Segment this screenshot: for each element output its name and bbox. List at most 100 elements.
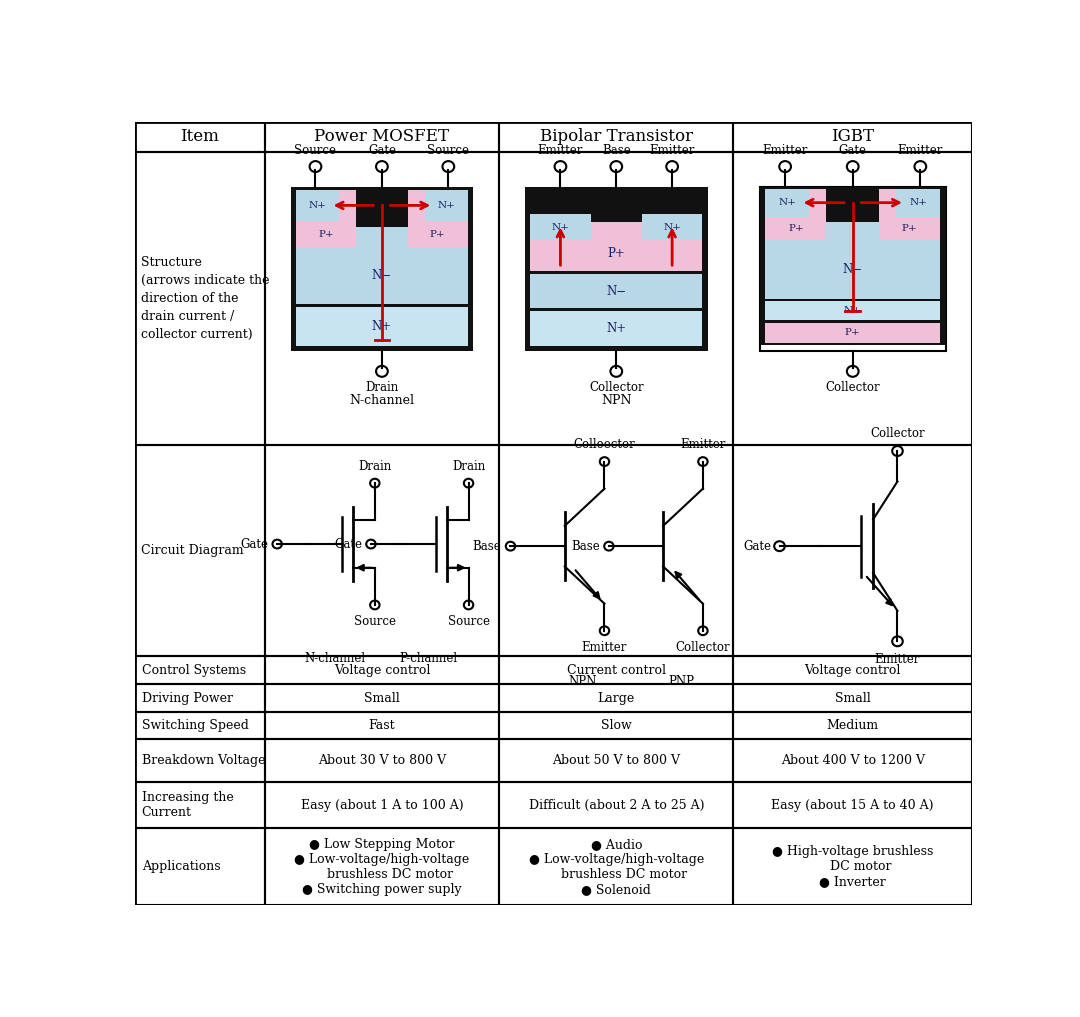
Text: Base: Base	[473, 540, 501, 552]
Text: IGBT: IGBT	[832, 128, 874, 145]
Text: N-channel: N-channel	[305, 652, 366, 665]
Text: Applications: Applications	[141, 860, 220, 874]
Text: Emitter: Emitter	[538, 144, 583, 158]
Bar	[896, 188, 941, 217]
Text: Gate: Gate	[743, 540, 771, 552]
Bar	[530, 274, 702, 308]
Text: P-channel: P-channel	[400, 652, 458, 665]
Bar	[759, 187, 946, 351]
Text: Circuit Diagram: Circuit Diagram	[140, 544, 243, 557]
Text: Drain: Drain	[365, 380, 399, 394]
Bar	[135, 684, 265, 712]
Bar	[733, 712, 972, 739]
Text: ● Low Stepping Motor
● Low-voltage/high-voltage
    brushless DC motor
● Switchi: ● Low Stepping Motor ● Low-voltage/high-…	[294, 838, 470, 896]
Bar	[135, 122, 265, 152]
Bar	[499, 829, 733, 905]
Text: Emitter: Emitter	[762, 144, 808, 158]
Text: N−: N−	[606, 285, 626, 298]
Text: Base: Base	[602, 144, 631, 158]
Text: ● High-voltage brushless
    DC motor
● Inverter: ● High-voltage brushless DC motor ● Inve…	[772, 845, 933, 888]
Bar	[826, 222, 879, 240]
Bar	[407, 189, 468, 247]
Bar	[733, 782, 972, 829]
Text: ● Audio
● Low-voltage/high-voltage
    brushless DC motor
● Solenoid: ● Audio ● Low-voltage/high-voltage brush…	[528, 838, 704, 896]
Text: Voltage control: Voltage control	[334, 664, 430, 676]
Text: Colloector: Colloector	[573, 438, 635, 452]
Text: Emitter: Emitter	[649, 144, 694, 158]
Text: Emitter: Emitter	[582, 641, 627, 654]
Bar	[642, 215, 702, 240]
Bar	[135, 782, 265, 829]
Bar	[296, 189, 356, 247]
Text: About 50 V to 800 V: About 50 V to 800 V	[552, 755, 680, 767]
Bar	[826, 188, 879, 222]
Text: About 30 V to 800 V: About 30 V to 800 V	[318, 755, 446, 767]
Bar	[135, 739, 265, 782]
Text: Gate: Gate	[240, 538, 268, 550]
Bar	[530, 215, 591, 240]
Text: Source: Source	[428, 144, 470, 158]
Bar	[499, 684, 733, 712]
Text: N+: N+	[309, 201, 326, 210]
Text: Voltage control: Voltage control	[805, 664, 901, 676]
Text: NPN: NPN	[602, 394, 632, 407]
Bar	[766, 188, 826, 240]
Bar	[296, 189, 339, 222]
Bar	[291, 187, 473, 351]
Text: P+: P+	[607, 247, 625, 260]
Text: Increasing the
Current: Increasing the Current	[141, 791, 233, 820]
Text: Drain: Drain	[359, 460, 391, 473]
Text: Emitter: Emitter	[680, 438, 726, 452]
Text: Power MOSFET: Power MOSFET	[314, 128, 449, 145]
Text: Structure
(arrows indicate the
direction of the
drain current /
collector curren: Structure (arrows indicate the direction…	[140, 255, 269, 341]
Bar	[733, 444, 972, 656]
Text: Source: Source	[354, 615, 395, 629]
Bar	[135, 444, 265, 656]
Text: Difficult (about 2 A to 25 A): Difficult (about 2 A to 25 A)	[528, 798, 704, 812]
Text: P+: P+	[845, 328, 861, 337]
Bar	[766, 319, 941, 322]
Text: PNP: PNP	[669, 674, 694, 687]
Text: N+: N+	[843, 306, 862, 315]
Bar	[642, 188, 702, 215]
Text: N−: N−	[372, 270, 392, 282]
Bar	[733, 739, 972, 782]
Bar	[265, 444, 499, 656]
Text: Large: Large	[597, 692, 635, 705]
Text: N+: N+	[606, 322, 626, 335]
Bar	[530, 271, 702, 274]
Bar	[733, 684, 972, 712]
Text: Breakdown Voltage: Breakdown Voltage	[141, 755, 266, 767]
Text: About 400 V to 1200 V: About 400 V to 1200 V	[781, 755, 924, 767]
Bar	[733, 152, 972, 444]
Text: Source: Source	[447, 615, 489, 629]
Bar	[525, 187, 707, 351]
Text: N+: N+	[779, 198, 796, 207]
Bar	[265, 782, 499, 829]
Bar	[499, 712, 733, 739]
Text: P+: P+	[902, 224, 917, 233]
Text: Switching Speed: Switching Speed	[141, 719, 248, 732]
Text: Collector: Collector	[589, 380, 644, 394]
Text: Easy (about 15 A to 40 A): Easy (about 15 A to 40 A)	[771, 798, 934, 812]
Bar	[766, 301, 941, 319]
Bar	[265, 152, 499, 444]
Text: Gate: Gate	[839, 144, 867, 158]
Bar	[356, 189, 407, 227]
Text: N+: N+	[437, 201, 455, 210]
Text: Control Systems: Control Systems	[141, 664, 246, 676]
Bar	[356, 227, 407, 247]
Bar	[499, 739, 733, 782]
Text: Current control: Current control	[567, 664, 665, 676]
Text: NPN: NPN	[568, 674, 597, 687]
Text: Fast: Fast	[368, 719, 395, 732]
Text: N+: N+	[663, 223, 681, 232]
Text: Source: Source	[295, 144, 337, 158]
Bar	[733, 656, 972, 684]
Bar	[499, 444, 733, 656]
Bar	[135, 829, 265, 905]
Text: Base: Base	[571, 540, 599, 552]
Text: N+: N+	[372, 319, 392, 333]
Bar	[265, 712, 499, 739]
Bar	[265, 122, 499, 152]
